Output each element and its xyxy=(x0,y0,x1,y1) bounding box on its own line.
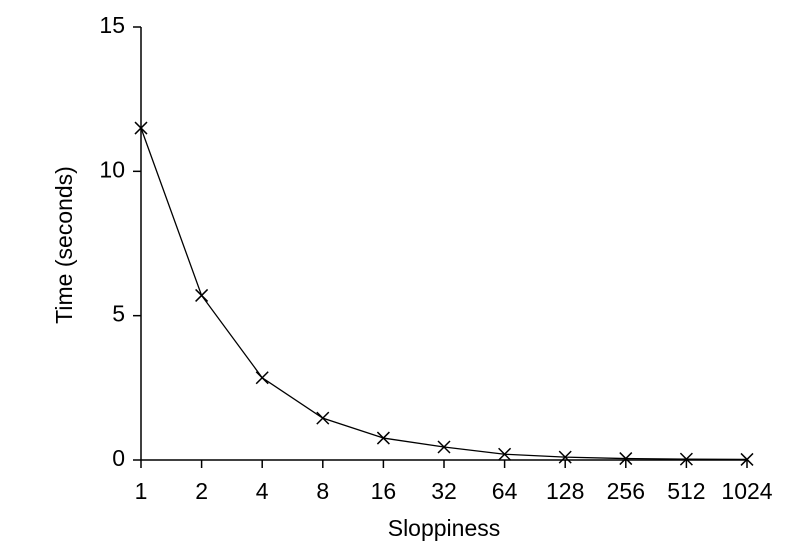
x-tick-label: 64 xyxy=(492,478,518,504)
y-tick-label: 10 xyxy=(99,156,125,182)
marker xyxy=(316,411,330,425)
marker xyxy=(679,452,693,466)
x-tick-label: 256 xyxy=(607,478,645,504)
x-tick-label: 512 xyxy=(667,478,705,504)
marker xyxy=(134,121,148,135)
x-tick-label: 4 xyxy=(256,478,269,504)
marker xyxy=(376,431,390,445)
marker xyxy=(255,371,269,385)
x-tick-label: 32 xyxy=(431,478,457,504)
marker xyxy=(195,288,209,302)
marker xyxy=(498,447,512,461)
y-tick-label: 15 xyxy=(99,12,125,38)
marker xyxy=(740,452,754,466)
x-tick-label: 128 xyxy=(546,478,584,504)
x-tick-label: 2 xyxy=(195,478,208,504)
marker xyxy=(437,440,451,454)
x-tick-label: 16 xyxy=(371,478,397,504)
line xyxy=(140,127,748,461)
x-tick-label: 8 xyxy=(316,478,329,504)
y-axis-title: Time (seconds) xyxy=(51,166,77,324)
x-axis-title: Sloppiness xyxy=(388,515,501,541)
marker xyxy=(619,452,633,466)
y-tick-label: 0 xyxy=(112,445,125,471)
y-tick-label: 5 xyxy=(112,301,125,327)
x-tick-label: 1 xyxy=(135,478,148,504)
marker xyxy=(558,450,572,464)
x-tick-label: 1024 xyxy=(721,478,772,504)
